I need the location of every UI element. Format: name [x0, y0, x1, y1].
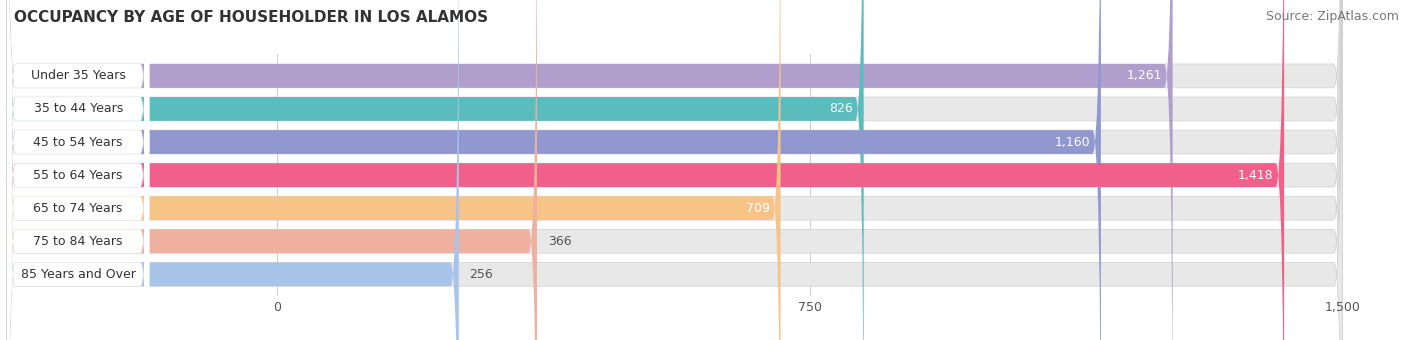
Text: Under 35 Years: Under 35 Years [31, 69, 125, 82]
FancyBboxPatch shape [7, 0, 458, 340]
FancyBboxPatch shape [7, 0, 149, 340]
FancyBboxPatch shape [7, 0, 1343, 340]
Text: 85 Years and Over: 85 Years and Over [21, 268, 135, 281]
Text: 1,418: 1,418 [1237, 169, 1274, 182]
FancyBboxPatch shape [7, 0, 1173, 340]
Text: 1,160: 1,160 [1054, 136, 1090, 149]
Text: 75 to 84 Years: 75 to 84 Years [34, 235, 122, 248]
Text: 55 to 64 Years: 55 to 64 Years [34, 169, 122, 182]
FancyBboxPatch shape [7, 0, 149, 340]
FancyBboxPatch shape [7, 0, 149, 340]
FancyBboxPatch shape [7, 0, 1343, 340]
Text: 35 to 44 Years: 35 to 44 Years [34, 102, 122, 116]
FancyBboxPatch shape [7, 0, 149, 340]
Text: 826: 826 [830, 102, 853, 116]
FancyBboxPatch shape [7, 0, 1343, 340]
FancyBboxPatch shape [7, 0, 537, 340]
FancyBboxPatch shape [7, 0, 1101, 340]
Text: 65 to 74 Years: 65 to 74 Years [34, 202, 122, 215]
FancyBboxPatch shape [7, 0, 1343, 340]
Text: Source: ZipAtlas.com: Source: ZipAtlas.com [1265, 10, 1399, 23]
FancyBboxPatch shape [7, 0, 1343, 340]
FancyBboxPatch shape [7, 0, 1343, 340]
Text: 366: 366 [547, 235, 571, 248]
FancyBboxPatch shape [7, 0, 780, 340]
FancyBboxPatch shape [7, 0, 149, 340]
FancyBboxPatch shape [7, 0, 1343, 340]
Text: 709: 709 [747, 202, 770, 215]
FancyBboxPatch shape [7, 0, 863, 340]
FancyBboxPatch shape [7, 0, 1284, 340]
Text: OCCUPANCY BY AGE OF HOUSEHOLDER IN LOS ALAMOS: OCCUPANCY BY AGE OF HOUSEHOLDER IN LOS A… [14, 10, 488, 25]
Text: 1,261: 1,261 [1126, 69, 1161, 82]
FancyBboxPatch shape [7, 0, 149, 340]
Text: 256: 256 [470, 268, 494, 281]
FancyBboxPatch shape [7, 0, 149, 340]
Text: 45 to 54 Years: 45 to 54 Years [34, 136, 122, 149]
